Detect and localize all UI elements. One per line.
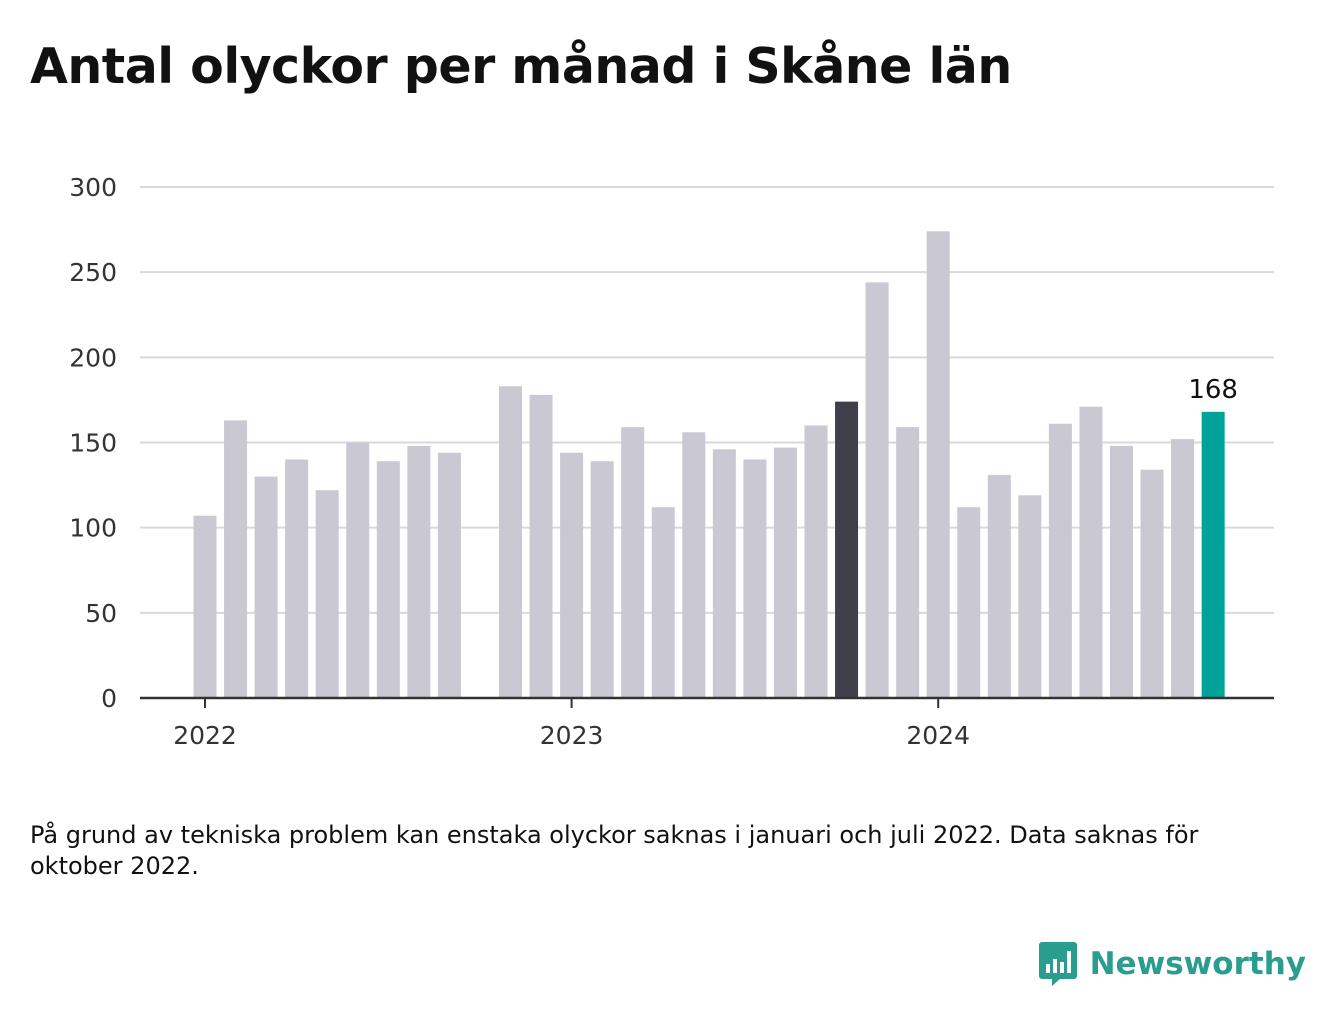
bar-2024-10 xyxy=(1201,411,1225,698)
bar-2023-12 xyxy=(896,427,920,698)
bar-2022-11 xyxy=(499,386,522,698)
brand[interactable]: Newsworthy xyxy=(1038,940,1306,988)
bar-2024-07 xyxy=(1110,445,1133,698)
x-tick-label: 2023 xyxy=(540,721,604,750)
bar-2022-05 xyxy=(315,490,339,698)
x-tick-label: 2022 xyxy=(173,721,237,750)
chart-title: Antal olyckor per månad i Skåne län xyxy=(30,38,1012,95)
bar-2023-05 xyxy=(682,432,706,698)
bar-2024-04 xyxy=(1018,495,1042,698)
bar-2023-09 xyxy=(804,425,828,698)
y-tick-label: 0 xyxy=(101,684,117,713)
bar-2022-07 xyxy=(376,461,400,698)
y-tick-label: 150 xyxy=(69,429,117,458)
gridlines xyxy=(140,186,1274,614)
bar-2023-03 xyxy=(621,427,645,698)
bar-2023-10 xyxy=(835,401,859,698)
bar-2022-02 xyxy=(224,420,248,698)
bar-2024-02 xyxy=(957,507,981,698)
y-tick-label: 250 xyxy=(69,258,117,287)
bar-chart: 0 50 100 150 200 250 300 168 2022 2023 2024 xyxy=(69,173,1274,750)
y-tick-label: 300 xyxy=(69,173,117,202)
bar-2023-06 xyxy=(712,449,736,698)
y-tick-label: 50 xyxy=(85,599,117,628)
bar-2022-03 xyxy=(254,476,278,698)
bar-2022-09 xyxy=(437,452,461,698)
x-tick-label: 2024 xyxy=(906,721,970,750)
bar-2024-05 xyxy=(1048,423,1072,698)
bar-2023-04 xyxy=(651,507,675,698)
bar-2024-03 xyxy=(987,474,1011,698)
annotations: 168 xyxy=(1188,375,1238,405)
y-axis-ticks: 0 50 100 150 200 250 300 xyxy=(69,173,117,713)
bar-2023-07 xyxy=(743,459,767,698)
newsworthy-logo-icon xyxy=(1038,942,1077,986)
bar-2022-12 xyxy=(529,394,553,698)
value-label-2024-10: 168 xyxy=(1188,375,1238,405)
bar-2022-06 xyxy=(346,442,370,698)
y-tick-label: 200 xyxy=(69,343,117,372)
bar-2023-11 xyxy=(865,282,889,698)
footnote: På grund av tekniska problem kan enstaka… xyxy=(30,821,1199,880)
bar-2022-08 xyxy=(407,445,431,698)
bar-2024-01 xyxy=(926,231,950,698)
bar-2024-09 xyxy=(1171,439,1195,698)
x-axis: 2022 2023 2024 xyxy=(140,696,1274,750)
bar-2022-04 xyxy=(285,459,309,698)
bars xyxy=(193,231,1225,698)
bar-2023-08 xyxy=(773,447,797,698)
bar-2023-01 xyxy=(560,452,584,698)
bar-2024-08 xyxy=(1140,469,1164,698)
bar-2024-06 xyxy=(1079,406,1103,698)
bar-2022-01 xyxy=(193,515,217,698)
bar-2023-02 xyxy=(590,461,614,698)
y-tick-label: 100 xyxy=(69,514,117,543)
brand-name: Newsworthy xyxy=(1089,946,1306,982)
